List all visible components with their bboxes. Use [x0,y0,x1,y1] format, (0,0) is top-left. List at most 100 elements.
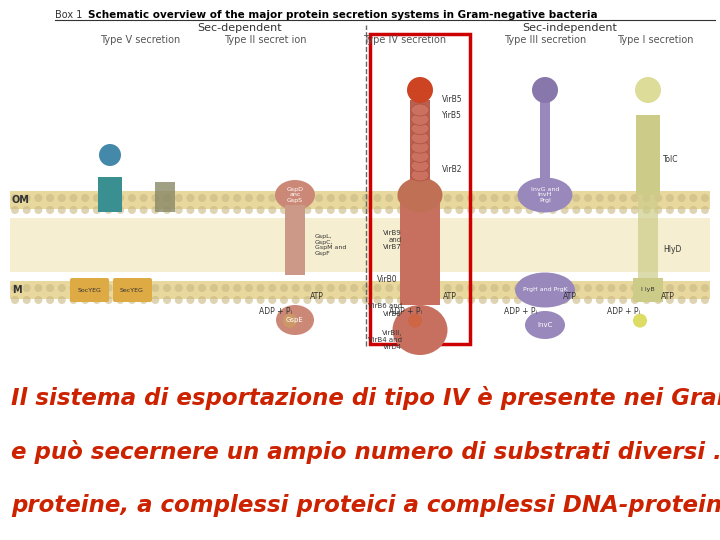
Bar [98,177,122,212]
Ellipse shape [537,296,545,304]
Ellipse shape [175,284,183,292]
Ellipse shape [46,206,54,214]
Ellipse shape [315,194,323,202]
Ellipse shape [444,194,451,202]
Ellipse shape [701,284,709,292]
Ellipse shape [444,296,451,304]
Text: ATP: ATP [443,292,457,301]
Ellipse shape [280,296,288,304]
Ellipse shape [303,284,311,292]
Bar [540,100,550,180]
Ellipse shape [350,284,358,292]
Ellipse shape [245,296,253,304]
Ellipse shape [374,296,382,304]
Ellipse shape [619,194,627,202]
Ellipse shape [420,284,428,292]
Ellipse shape [411,123,429,134]
Text: VirB9
and
VirB7: VirB9 and VirB7 [383,230,402,250]
FancyBboxPatch shape [70,278,109,302]
Ellipse shape [642,194,651,202]
Ellipse shape [666,284,674,292]
Ellipse shape [479,194,487,202]
Ellipse shape [385,296,393,304]
Ellipse shape [93,284,101,292]
Ellipse shape [151,284,159,292]
Ellipse shape [411,151,429,163]
Ellipse shape [392,305,448,355]
Ellipse shape [269,194,276,202]
Ellipse shape [409,296,417,304]
Ellipse shape [432,194,440,202]
Ellipse shape [411,132,429,144]
Ellipse shape [151,296,159,304]
Ellipse shape [116,296,125,304]
Ellipse shape [514,296,522,304]
Ellipse shape [58,194,66,202]
Text: SecYEG: SecYEG [120,287,144,293]
Ellipse shape [561,194,569,202]
Bar [10,191,710,209]
Ellipse shape [549,296,557,304]
Ellipse shape [411,113,429,125]
Text: SocYEG: SocYEG [78,287,102,293]
Text: VirBII,
VirB4 and
VirD4: VirBII, VirB4 and VirD4 [368,330,402,350]
Text: I lyB: I lyB [642,287,654,293]
Ellipse shape [303,206,311,214]
Ellipse shape [689,284,697,292]
Text: ADP + Pᵢ: ADP + Pᵢ [389,307,421,315]
Ellipse shape [186,284,194,292]
Ellipse shape [490,206,498,214]
Ellipse shape [397,284,405,292]
Ellipse shape [525,311,565,339]
Ellipse shape [140,296,148,304]
Ellipse shape [397,194,405,202]
Ellipse shape [276,305,314,335]
Ellipse shape [701,206,709,214]
Ellipse shape [584,296,592,304]
Ellipse shape [678,206,685,214]
Ellipse shape [350,296,358,304]
Ellipse shape [280,194,288,202]
Text: ATP: ATP [661,292,675,301]
Ellipse shape [549,194,557,202]
Ellipse shape [479,284,487,292]
Ellipse shape [467,284,475,292]
Ellipse shape [502,206,510,214]
Ellipse shape [23,296,31,304]
Circle shape [532,77,558,103]
Ellipse shape [502,284,510,292]
Ellipse shape [35,296,42,304]
Ellipse shape [362,194,370,202]
Ellipse shape [163,194,171,202]
Ellipse shape [256,296,264,304]
Text: VirB5: VirB5 [442,96,463,105]
Ellipse shape [411,169,429,181]
Ellipse shape [518,178,572,213]
Ellipse shape [104,194,112,202]
Ellipse shape [128,296,136,304]
Ellipse shape [23,194,31,202]
Ellipse shape [69,296,78,304]
Text: Type III secretion: Type III secretion [504,35,586,45]
Ellipse shape [198,194,206,202]
Ellipse shape [81,206,89,214]
Ellipse shape [432,284,440,292]
Ellipse shape [411,141,429,153]
Text: ADP + Pᵢ: ADP + Pᵢ [258,307,292,315]
Ellipse shape [572,284,580,292]
Ellipse shape [222,206,230,214]
Circle shape [528,314,542,328]
Ellipse shape [151,206,159,214]
Ellipse shape [175,194,183,202]
Ellipse shape [35,284,42,292]
Ellipse shape [642,284,651,292]
Text: GspE: GspE [286,317,304,323]
Ellipse shape [678,194,685,202]
Ellipse shape [93,194,101,202]
Ellipse shape [654,194,662,202]
Ellipse shape [198,284,206,292]
Ellipse shape [631,206,639,214]
Circle shape [408,314,422,328]
Ellipse shape [608,206,616,214]
Ellipse shape [269,206,276,214]
